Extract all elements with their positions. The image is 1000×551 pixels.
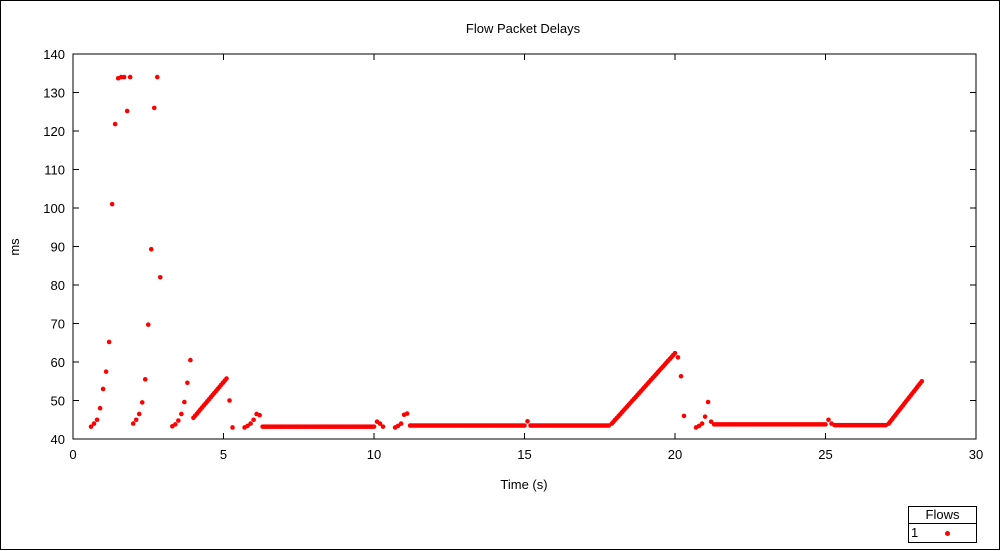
x-tick-label: 20: [668, 447, 682, 462]
x-axis-label: Time (s): [500, 477, 547, 492]
data-point: [112, 121, 118, 127]
data-point: [130, 421, 136, 426]
data-point: [705, 399, 711, 405]
data-point: [672, 350, 678, 356]
data-point: [525, 418, 530, 424]
legend: Flows 1: [908, 506, 977, 543]
legend-item: 1: [909, 524, 976, 542]
data-point: [121, 74, 127, 80]
data-point: [139, 400, 145, 405]
y-tick-label: 90: [51, 240, 65, 255]
y-tick-label: 100: [43, 201, 65, 216]
y-tick-label: 130: [43, 86, 65, 101]
data-point: [100, 386, 106, 392]
data-point: [91, 421, 97, 426]
data-point: [182, 399, 187, 405]
y-tick-label: 70: [51, 317, 65, 332]
x-tick-label: 5: [220, 447, 227, 462]
data-point: [185, 380, 190, 386]
data-point: [133, 417, 139, 423]
y-tick-label: 60: [51, 355, 65, 370]
data-point: [88, 424, 94, 429]
data-point: [404, 411, 410, 416]
data-points: [88, 74, 925, 430]
data-point: [699, 421, 705, 426]
data-point: [675, 355, 681, 360]
data-point: [109, 201, 115, 207]
y-tick-label: 40: [51, 432, 65, 447]
data-point: [127, 74, 133, 80]
data-point: [377, 421, 383, 426]
data-point: [230, 425, 235, 430]
legend-title: Flows: [909, 507, 976, 524]
data-point: [173, 422, 178, 427]
data-point: [145, 322, 151, 327]
y-tick-label: 140: [43, 47, 65, 62]
y-axis-label: ms: [7, 238, 22, 256]
data-point: [248, 421, 253, 426]
data-point: [97, 405, 103, 411]
data-point: [823, 422, 828, 427]
data-point: [257, 412, 262, 418]
data-point: [176, 418, 181, 423]
data-point: [826, 417, 831, 423]
data-point: [681, 413, 687, 419]
data-point: [380, 424, 386, 429]
data-point: [188, 357, 193, 363]
y-tick-label: 80: [51, 278, 65, 293]
y-tick-label: 110: [44, 163, 65, 178]
data-point: [151, 105, 157, 111]
data-point: [522, 423, 527, 428]
data-point: [708, 419, 714, 424]
data-point: [678, 373, 684, 379]
y-axis: 40 50 60 70 80 90 100 110 120 130 140: [43, 47, 976, 447]
x-tick-label: 15: [517, 447, 531, 462]
data-point: [224, 376, 229, 381]
data-point: [371, 424, 377, 429]
data-point: [157, 275, 163, 280]
data-point: [148, 246, 154, 252]
x-tick-label: 0: [69, 447, 76, 462]
x-axis: 0 5 10 15 20 25 30: [69, 54, 983, 462]
data-point: [398, 421, 404, 426]
plot-frame: [72, 53, 977, 440]
data-point: [103, 369, 109, 374]
y-tick-label: 50: [51, 394, 65, 409]
chart-title: Flow Packet Delays: [466, 21, 581, 36]
data-point: [94, 417, 100, 423]
data-point: [136, 411, 142, 417]
x-tick-label: 30: [969, 447, 983, 462]
y-tick-label: 120: [43, 124, 65, 139]
x-tick-label: 10: [367, 447, 381, 462]
legend-label: 1: [911, 525, 919, 540]
data-point: [142, 377, 148, 382]
data-point: [702, 414, 708, 419]
data-point: [227, 398, 232, 403]
data-point: [179, 411, 184, 417]
data-point: [919, 378, 925, 384]
data-point: [106, 339, 112, 345]
x-tick-label: 25: [818, 447, 832, 462]
data-point: [124, 108, 130, 114]
legend-marker: [945, 531, 950, 536]
data-point: [251, 417, 256, 423]
data-point: [154, 74, 160, 80]
